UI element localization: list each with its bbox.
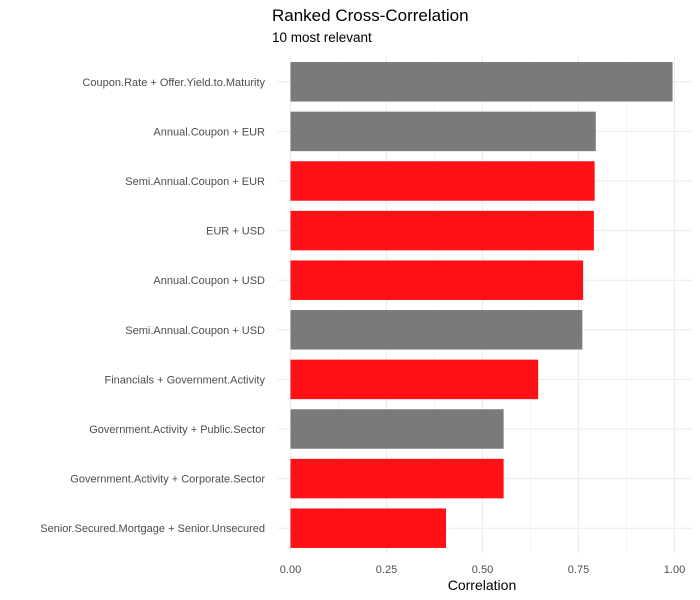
category-labels: Coupon.Rate + Offer.Yield.to.Maturity Ann… <box>40 77 265 535</box>
bar <box>290 161 595 201</box>
category-label: Government.Activity + Public.Sector <box>89 424 265 436</box>
bar <box>290 260 584 300</box>
bar <box>290 111 596 152</box>
chart-subtitle: 10 most relevant <box>272 30 372 45</box>
x-tick-label: 0.50 <box>472 564 493 576</box>
bar <box>290 359 539 400</box>
x-axis-ticks: 0.00 0.25 0.50 0.75 1.00 <box>280 564 685 576</box>
x-tick-label: 1.00 <box>664 564 685 576</box>
category-label: Annual.Coupon + EUR <box>153 126 265 138</box>
bar <box>290 508 447 548</box>
x-tick-label: 0.00 <box>280 564 301 576</box>
x-axis-title: Correlation <box>448 577 516 593</box>
bar <box>290 210 594 251</box>
bar <box>290 458 504 499</box>
bars <box>290 62 673 548</box>
category-label: Coupon.Rate + Offer.Yield.to.Maturity <box>82 77 265 89</box>
category-label: Semi.Annual.Coupon + EUR <box>125 176 265 188</box>
chart-title: Ranked Cross-Correlation <box>272 6 469 25</box>
x-tick-label: 0.25 <box>376 564 397 576</box>
category-label: Annual.Coupon + USD <box>153 275 265 287</box>
category-label: EUR + USD <box>206 226 265 238</box>
category-label: Financials + Government.Activity <box>105 374 266 386</box>
category-label: Semi.Annual.Coupon + USD <box>125 325 265 337</box>
category-label: Senior.Secured.Mortgage + Senior.Unsecur… <box>40 523 265 535</box>
category-label: Government.Activity + Corporate.Sector <box>70 474 265 486</box>
bar <box>290 62 673 102</box>
bar <box>290 409 504 449</box>
bar <box>290 310 583 350</box>
x-tick-label: 0.75 <box>568 564 589 576</box>
